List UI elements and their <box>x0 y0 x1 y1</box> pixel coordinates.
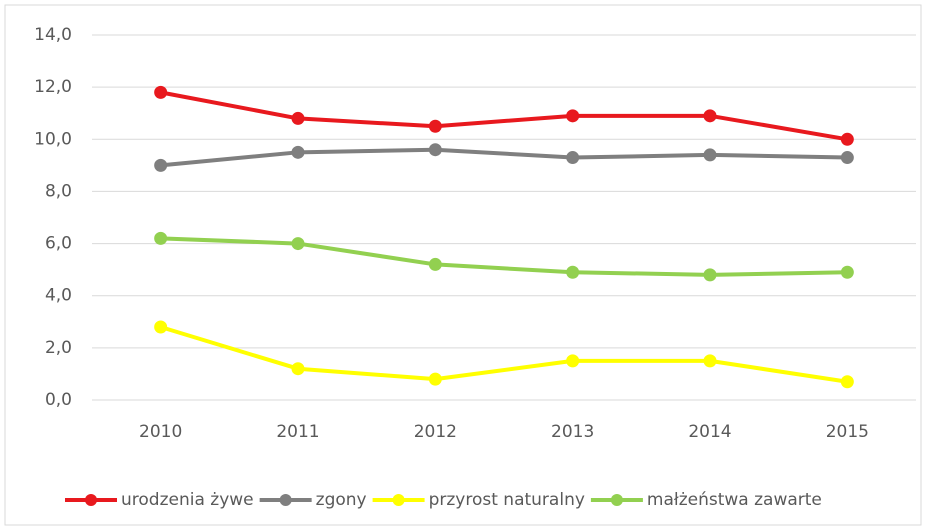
x-tick-label: 2013 <box>551 422 594 442</box>
data-point <box>154 158 168 172</box>
data-point <box>291 237 305 251</box>
data-point <box>428 143 442 157</box>
data-point <box>840 265 854 279</box>
data-point <box>428 119 442 133</box>
legend-label: przyrost naturalny <box>429 490 585 510</box>
data-point <box>154 320 168 334</box>
legend-marker <box>279 494 292 506</box>
data-point <box>566 265 580 279</box>
y-tick-label: 4,0 <box>45 286 72 306</box>
x-tick-label: 2015 <box>826 422 869 442</box>
y-tick-label: 14,0 <box>34 25 72 45</box>
y-tick-label: 10,0 <box>34 129 72 149</box>
series-line <box>160 147 848 168</box>
data-point <box>703 109 717 123</box>
legend-marker <box>85 494 97 506</box>
x-tick-label: 2010 <box>139 422 182 442</box>
legend-marker <box>392 494 405 506</box>
data-point <box>291 111 305 125</box>
y-tick-label: 0,0 <box>45 390 72 410</box>
series-line <box>160 325 848 384</box>
data-point <box>566 354 580 368</box>
y-tick-label: 8,0 <box>45 181 72 201</box>
x-tick-label: 2012 <box>414 422 457 442</box>
y-tick-label: 12,0 <box>34 77 72 97</box>
data-point <box>291 362 305 376</box>
data-point <box>154 231 168 245</box>
x-tick-label: 2014 <box>688 422 731 442</box>
y-tick-label: 6,0 <box>45 234 72 254</box>
legend-label: zgony <box>316 490 367 510</box>
data-point <box>703 354 717 368</box>
legend-label: małżeństwa zawarte <box>647 490 822 510</box>
data-point <box>154 85 168 99</box>
data-point <box>428 257 442 271</box>
data-point <box>703 268 717 282</box>
data-point <box>291 145 305 159</box>
data-point <box>566 151 580 165</box>
data-point <box>703 148 717 162</box>
y-tick-label: 2,0 <box>45 338 72 358</box>
data-point <box>428 372 442 386</box>
data-point <box>566 109 580 123</box>
legend-marker <box>610 494 623 506</box>
series-line <box>160 236 848 277</box>
legend-label: urodzenia żywe <box>121 490 254 510</box>
data-point <box>840 151 854 165</box>
data-point <box>840 132 854 146</box>
series-line <box>160 90 848 142</box>
x-tick-label: 2011 <box>276 422 319 442</box>
data-point <box>840 375 854 389</box>
